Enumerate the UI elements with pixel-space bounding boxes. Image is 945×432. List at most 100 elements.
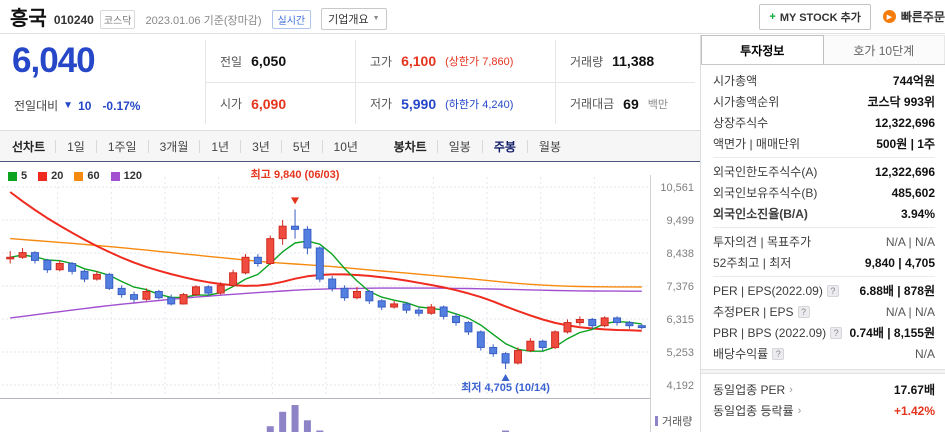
- chart-toolbar: 선차트 1일 1주일 3개월 1년 3년 5년 10년 봉차트 일봉 주봉 월봉: [0, 130, 700, 162]
- candle-tab-group: 봉차트 일봉 주봉 월봉: [392, 138, 572, 155]
- info-row: 배당수익률? N/A: [713, 343, 935, 364]
- current-price: 6,040: [12, 41, 96, 80]
- info-row: PBR | BPS (2022.09)? 0.74배 | 8,155원: [713, 322, 935, 343]
- price-summary: 6,040 전일대비 ▼ 10 -0.17% 전일 6,050 고가 6,100…: [0, 35, 700, 130]
- info-row-value: 485,602: [891, 185, 935, 200]
- tab-period-1[interactable]: 1주일: [95, 139, 148, 154]
- info-row-label: 동일업종 등락률 ›: [713, 404, 802, 418]
- divider: [713, 227, 935, 228]
- help-icon[interactable]: ?: [772, 347, 785, 360]
- high-marker-icon: [291, 197, 300, 205]
- tab-period-5[interactable]: 5년: [280, 139, 322, 154]
- info-row-value: N/A | N/A: [885, 304, 935, 319]
- tab-orderbook-10[interactable]: 호가 10단계: [823, 35, 945, 64]
- line-chart-label[interactable]: 선차트: [12, 139, 46, 154]
- ma5-swatch-icon: [8, 171, 17, 181]
- info-row: 동일업종 PER › 17.67배: [713, 379, 935, 400]
- info-row: PER | EPS(2022.09)? 6.88배 | 878원: [713, 280, 935, 301]
- info-row-value: 9,840 | 4,705: [864, 255, 935, 270]
- y-axis-label: 5,253: [666, 347, 694, 359]
- tab-candle-2[interactable]: 월봉: [526, 139, 572, 154]
- low-label: 저가: [370, 97, 393, 111]
- volume-cell: 거래량 11,388: [555, 40, 695, 82]
- tab-period-3[interactable]: 1년: [199, 139, 240, 154]
- info-row: 동일업종 등락률 › +1.42%: [713, 400, 935, 421]
- low-value: 5,990: [401, 95, 437, 112]
- volume-pane-label: 거래량: [662, 415, 692, 428]
- chart-area: 5 20 60 120 10,561 9,499 8,438 7,376 6,315 5,253…: [0, 163, 700, 432]
- tab-period-0[interactable]: 1일: [55, 139, 96, 154]
- legend-ma5: 5: [8, 170, 27, 182]
- y-axis-label: 10,561: [660, 182, 694, 194]
- info-tabs: 투자정보 호가 10단계: [701, 35, 945, 65]
- tab-investment-info[interactable]: 투자정보: [701, 35, 824, 64]
- quick-order-button[interactable]: ▶ 빠른주문: [882, 8, 945, 25]
- price-chart: 10,561 9,499 8,438 7,376 6,315 5,253 4,192 거래량 최…: [0, 167, 694, 432]
- stock-name: 흥국: [10, 8, 47, 30]
- high-value: 6,100: [401, 53, 437, 69]
- investment-info-panel: 투자정보 호가 10단계 시가총액 744억원 시가총액순위 코스닥 993위 상장주식…: [700, 35, 945, 432]
- legend-ma120: 120: [110, 170, 142, 182]
- tab-period-2[interactable]: 3개월: [147, 139, 200, 154]
- info-row-label: 추정PER | EPS?: [713, 303, 810, 320]
- info-row: 투자의견 | 목표주가 N/A | N/A: [713, 231, 935, 252]
- trade-value-cell: 거래대금 69 백만: [555, 82, 695, 124]
- company-overview-label: 기업개요: [328, 13, 369, 26]
- y-axis-label: 7,376: [666, 281, 694, 293]
- help-icon[interactable]: ?: [797, 305, 810, 318]
- investment-info-rows: 시가총액 744억원 시가총액순위 코스닥 993위 상장주식수 12,322,696 액면…: [701, 65, 945, 421]
- info-row: 상장주식수 12,322,696: [713, 112, 935, 133]
- help-icon[interactable]: ?: [830, 326, 843, 339]
- quick-order-label: 빠른주문: [900, 10, 945, 24]
- help-icon[interactable]: ?: [826, 284, 839, 297]
- ma120-swatch-icon: [110, 171, 120, 181]
- chevron-down-icon: ▼: [372, 15, 380, 22]
- change-label: 전일대비: [14, 99, 59, 113]
- legend-label: 5: [21, 170, 28, 182]
- candle-chart-label[interactable]: 봉차트: [393, 139, 427, 154]
- high-cell: 고가 6,100 (상한가 7,860): [355, 40, 555, 82]
- moving-averages-layer: [9, 191, 642, 352]
- market-badge: 코스닥: [99, 10, 136, 29]
- link-arrow-icon: ›: [797, 404, 802, 417]
- low-marker-icon: [501, 374, 510, 382]
- info-row-value: 3.94%: [900, 206, 935, 221]
- info-row: 시가총액순위 코스닥 993위: [713, 91, 935, 112]
- tab-period-6[interactable]: 10년: [321, 139, 369, 154]
- info-row-value: 12,322,696: [874, 115, 935, 130]
- header-actions: + MY STOCK 추가 ▶ 빠른주문: [759, 3, 945, 30]
- company-overview-button[interactable]: 기업개요 ▼: [321, 7, 387, 30]
- tab-period-4[interactable]: 3년: [240, 139, 281, 154]
- ma20-swatch-icon: [38, 171, 48, 181]
- stock-code: 010240: [53, 13, 94, 27]
- y-axis-label: 8,438: [666, 248, 694, 260]
- info-row-label: 외국인한도주식수(A): [713, 165, 818, 179]
- info-row-label: 52주최고 | 최저: [713, 256, 792, 270]
- tab-candle-1[interactable]: 주봉: [481, 139, 527, 154]
- legend-label: 60: [87, 170, 100, 182]
- legend-ma20: 20: [38, 170, 63, 182]
- info-row-value: 744억원: [892, 74, 935, 88]
- tab-candle-0[interactable]: 일봉: [436, 139, 482, 154]
- info-row-value: 17.67배: [893, 383, 935, 397]
- info-row-label: 상장주식수: [713, 116, 769, 130]
- grid-layer: [0, 175, 651, 432]
- info-row-value: +1.42%: [893, 403, 935, 418]
- divider: [713, 157, 935, 158]
- info-row: 외국인한도주식수(A) 12,322,696: [713, 161, 935, 182]
- realtime-badge: 실시간: [271, 9, 312, 29]
- low-cell: 저가 5,990 (하한가 4,240): [355, 82, 555, 124]
- volume-label: 거래량: [570, 54, 604, 69]
- info-row-value: 0.74배 | 8,155원: [849, 326, 936, 340]
- info-row: 시가총액 744억원: [713, 70, 935, 91]
- info-row-label: 시가총액: [713, 74, 758, 88]
- info-row-label: PBR | BPS (2022.09)?: [713, 326, 843, 340]
- date-info: 2023.01.06 기준(장마감): [145, 15, 262, 27]
- my-stock-add-button[interactable]: + MY STOCK 추가: [759, 3, 871, 30]
- y-axis-label: 4,192: [666, 380, 694, 392]
- my-stock-label: MY STOCK 추가: [779, 11, 861, 24]
- prev-close-value: 6,050: [251, 53, 287, 69]
- change-value: 10: [78, 98, 92, 113]
- legend-ma60: 60: [74, 170, 100, 182]
- high-label: 고가: [370, 54, 393, 69]
